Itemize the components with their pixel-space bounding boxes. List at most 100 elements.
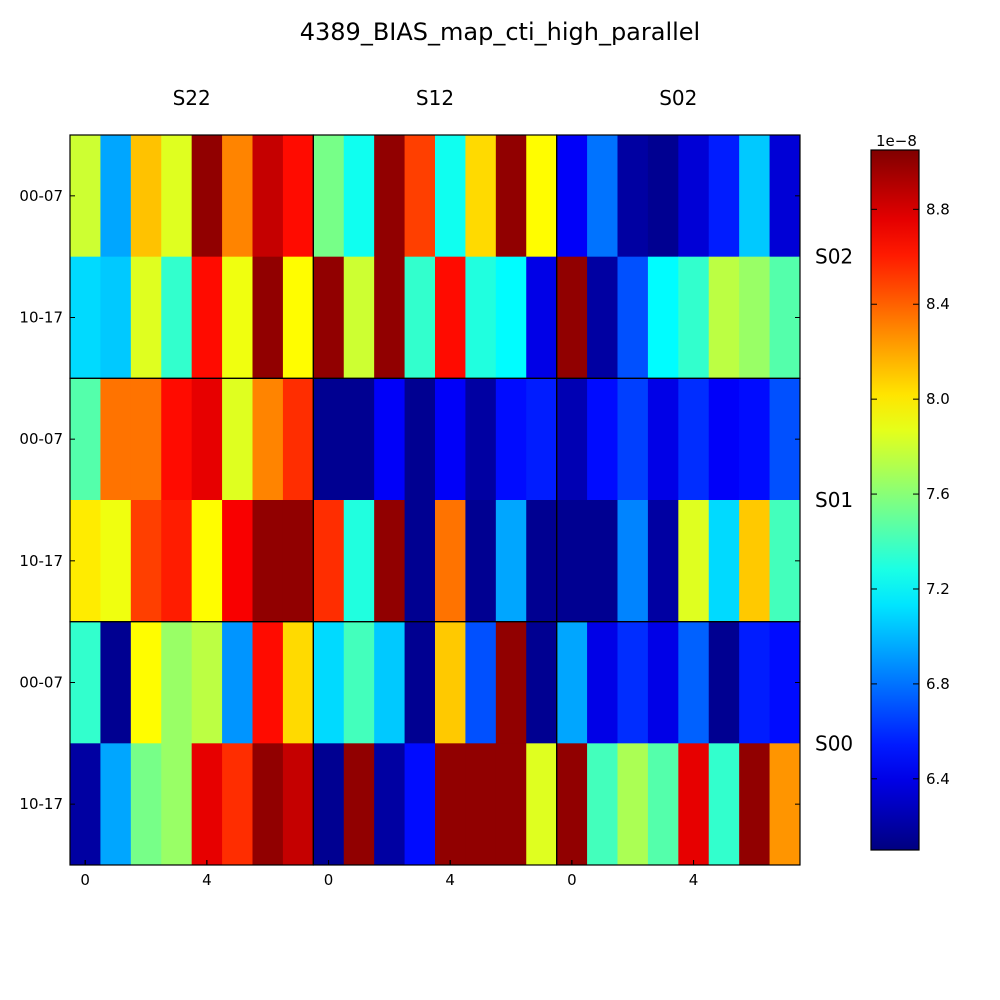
heatmap-cell (70, 500, 101, 623)
heatmap-cell (739, 135, 771, 258)
heatmap-cell (222, 378, 253, 501)
heatmap-cell (435, 500, 466, 623)
heatmap-cell (404, 500, 436, 623)
heatmap-cell (495, 256, 527, 379)
heatmap-cell (282, 500, 314, 623)
heatmap-cell (100, 621, 132, 744)
heatmap-cell (739, 256, 771, 379)
heatmap-cell (282, 378, 314, 501)
heatmap-cell (161, 378, 193, 501)
heatmap-cell (252, 500, 284, 623)
heatmap-cell (313, 500, 345, 623)
amp-label: 10-17 (19, 552, 63, 570)
heatmap-cell (282, 743, 314, 866)
x-tick-label: 4 (445, 871, 455, 889)
heatmap-cell (70, 256, 101, 379)
heatmap-cell (161, 743, 193, 866)
heatmap-cell (252, 621, 284, 744)
heatmap-cell (343, 135, 375, 258)
panel-frame (556, 621, 801, 866)
heatmap-cell (343, 378, 375, 501)
heatmap-cell (252, 256, 284, 379)
amp-label: 00-07 (19, 430, 63, 448)
heatmap-cell (678, 500, 710, 623)
heatmap-cell (495, 135, 527, 258)
heatmap-cell (313, 743, 345, 866)
heatmap-cell (526, 378, 558, 501)
heatmap-cell (587, 500, 618, 623)
heatmap-cell (708, 500, 740, 623)
heatmap-cell (556, 135, 588, 258)
colorbar-tick-label: 7.6 (926, 485, 950, 503)
chart-title: 4389_BIAS_map_cti_high_parallel (300, 18, 700, 46)
heatmap-cell (708, 256, 740, 379)
x-tick-label: 0 (567, 871, 577, 889)
heatmap-cell (556, 256, 588, 379)
heatmap-cell (465, 378, 497, 501)
heatmap-cell (70, 743, 101, 866)
heatmap-cell (100, 256, 132, 379)
x-tick-label: 0 (80, 871, 90, 889)
colorbar-tick-label: 6.8 (926, 675, 950, 693)
column-label: S22 (173, 86, 211, 110)
heatmap-cell (647, 743, 679, 866)
heatmap-cell (343, 743, 375, 866)
heatmap-cell (678, 621, 710, 744)
amp-label: 00-07 (19, 673, 63, 691)
heatmap-cell (313, 378, 345, 501)
heatmap-cell (678, 256, 710, 379)
heatmap-cell (374, 378, 406, 501)
heatmap-cell (130, 135, 162, 258)
heatmap-cell (556, 621, 588, 744)
row-label: S01 (815, 488, 853, 512)
heatmap-cell (130, 743, 162, 866)
heatmap-cell (191, 378, 223, 501)
heatmap-cell (130, 256, 162, 379)
heatmap-cell (465, 256, 497, 379)
heatmap-cell (252, 378, 284, 501)
heatmap-cell (526, 743, 558, 866)
heatmap-cell (161, 135, 193, 258)
heatmap-cell (130, 621, 162, 744)
heatmap-cell (130, 500, 162, 623)
colorbar-tick-label: 8.4 (926, 295, 950, 313)
amp-label: 10-17 (19, 795, 63, 813)
heatmap-cell (252, 135, 284, 258)
heatmap-cell (587, 256, 618, 379)
heatmap-cell (282, 621, 314, 744)
heatmap-cell (739, 743, 771, 866)
heatmap-cell (313, 135, 345, 258)
heatmap-cell (587, 135, 618, 258)
heatmap-cell (70, 621, 101, 744)
column-label: S02 (659, 86, 697, 110)
heatmap-cell (526, 256, 558, 379)
heatmap-cell (556, 743, 588, 866)
heatmap-cell (404, 135, 436, 258)
heatmap-cell (587, 621, 618, 744)
heatmap-cell (374, 135, 406, 258)
heatmap-cell (222, 256, 253, 379)
heatmap-cell (708, 135, 740, 258)
heatmap-cell (526, 500, 558, 623)
heatmap-cell (313, 621, 345, 744)
heatmap-cell (374, 743, 406, 866)
heatmap-cell (495, 500, 527, 623)
heatmap-cell (404, 621, 436, 744)
heatmap-cell (617, 743, 649, 866)
heatmap-cell (435, 135, 466, 258)
heatmap-cell (282, 135, 314, 258)
colorbar-offset-label: 1e−8 (876, 132, 917, 150)
heatmap-cell (191, 135, 223, 258)
heatmap-cell (647, 135, 679, 258)
heatmap-cell (556, 378, 588, 501)
colorbar-tick-label: 7.2 (926, 580, 950, 598)
row-label: S02 (815, 245, 853, 269)
colorbar-gradient (870, 149, 920, 851)
heatmap-cell (739, 500, 771, 623)
heatmap-cell (465, 500, 497, 623)
heatmap-cell (617, 621, 649, 744)
heatmap-cell (647, 256, 679, 379)
heatmap-cell (282, 256, 314, 379)
heatmap-cell (435, 256, 466, 379)
